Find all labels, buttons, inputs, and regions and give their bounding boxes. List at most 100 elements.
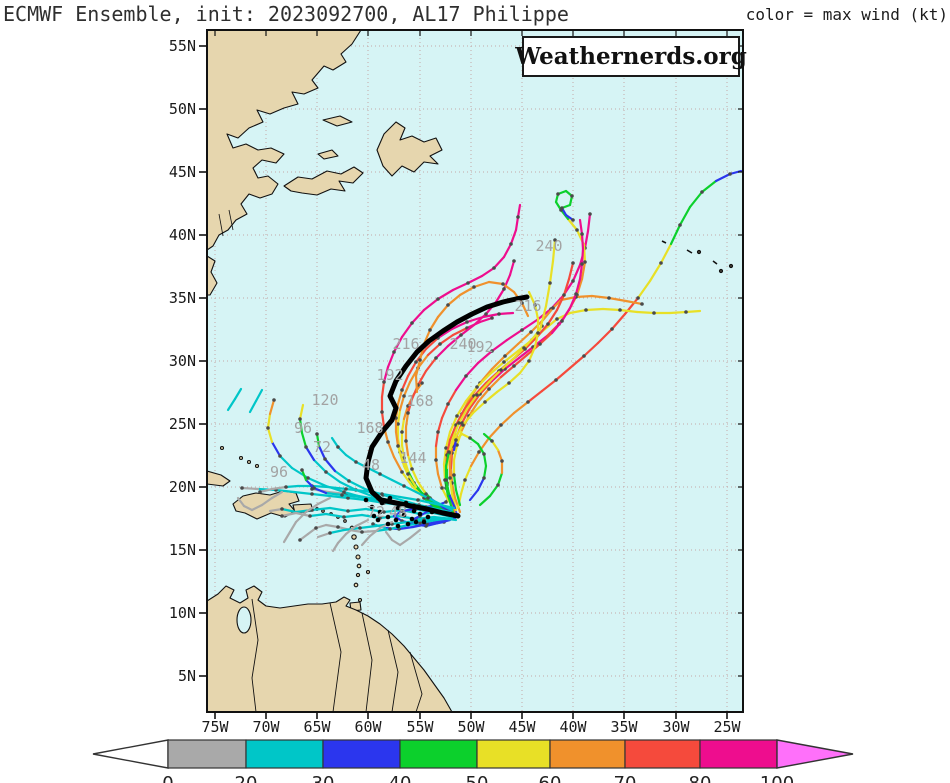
ensemble-track-segment <box>274 488 296 494</box>
track-point-dot <box>490 439 494 443</box>
ensemble-track-segment <box>399 498 421 507</box>
ensemble-track-segment <box>434 502 456 510</box>
ensemble-track-segment <box>236 496 246 508</box>
ensemble-track-segment <box>312 458 328 474</box>
track-point-dot <box>553 238 557 242</box>
ensemble-track-segment <box>509 228 518 246</box>
ensemble-track-segment <box>669 223 682 246</box>
ensemble-track-segment <box>380 410 386 429</box>
ensemble-track-segment <box>520 301 530 318</box>
ensemble-track-segment <box>278 454 294 470</box>
ensemble-track-segment <box>248 399 258 414</box>
track-point-dot <box>499 423 503 427</box>
ensemble-track-segment <box>390 538 402 547</box>
y-tick-label: 5N <box>178 667 196 685</box>
ensemble-track-segment <box>436 303 450 319</box>
ensemble-track-segment <box>392 455 404 474</box>
ensemble-track-segment <box>258 487 274 494</box>
ensemble-track-segment <box>535 322 550 339</box>
ensemble-track-segment <box>460 406 472 425</box>
ensemble-track-segment <box>268 507 284 513</box>
ensemble-track-segment <box>505 328 524 342</box>
track-point-dot <box>328 531 332 535</box>
y-tick-label: 15N <box>169 541 196 559</box>
cluster-dot <box>411 508 417 514</box>
ensemble-track-segment <box>447 492 457 510</box>
forecast-hour-label: 72 <box>367 503 385 521</box>
track-point-dot <box>461 423 465 427</box>
ensemble-track-segment <box>344 524 358 536</box>
ensemble-track-segment <box>366 466 382 476</box>
x-tick-label: 35W <box>610 718 638 736</box>
ensemble-track-segment <box>523 335 539 351</box>
ensemble-track-segment <box>560 306 572 323</box>
ensemble-track-segment <box>400 417 406 434</box>
ensemble-track-segment <box>310 484 330 489</box>
cluster-dot <box>401 512 407 518</box>
track-point-dot <box>360 530 364 534</box>
cluster-dot <box>369 504 375 510</box>
colorbar-label: 60 <box>539 773 562 783</box>
forecast-hour-label: 216 <box>392 335 419 353</box>
ensemble-track-segment <box>280 507 298 514</box>
ensemble-track-segment <box>503 342 520 358</box>
track-point-dot <box>380 492 384 496</box>
ensemble-track-segment <box>328 506 350 513</box>
state-border <box>218 213 224 237</box>
track-point-dot <box>424 492 428 496</box>
ensemble-track-segment <box>448 476 454 496</box>
track-point-dot <box>444 446 448 450</box>
track-point-dot <box>582 354 586 358</box>
ensemble-track-segment <box>636 279 652 300</box>
ensemble-track-segment <box>414 515 436 521</box>
ensemble-track-segment <box>454 488 462 507</box>
track-point-dot <box>323 457 327 461</box>
ensemble-track-segment <box>459 478 467 496</box>
ensemble-track-segment <box>457 407 469 425</box>
colorbar-label: 30 <box>312 773 335 783</box>
ensemble-track-segment <box>416 369 428 387</box>
ensemble-track-segment <box>490 439 500 452</box>
ensemble-track-segment <box>480 266 496 278</box>
lake-maracaibo <box>236 606 252 634</box>
track-point-dot <box>336 445 340 449</box>
track-point-dot <box>308 514 312 518</box>
ensemble-track-segment <box>488 483 500 498</box>
track-point-dot <box>501 282 505 286</box>
ensemble-track-segment <box>298 403 305 421</box>
track-point-dot <box>410 467 414 471</box>
ensemble-track-segment <box>312 486 328 495</box>
ensemble-track-segment <box>472 280 491 289</box>
track-point-dot <box>344 487 348 491</box>
track-point-dot <box>280 514 284 518</box>
colorbar-segment <box>624 739 701 769</box>
ensemble-track-segment <box>444 478 451 496</box>
watermark-box: Weathernerds.org <box>515 36 747 77</box>
forecast-hour-label: 168 <box>406 392 433 410</box>
ensemble-track-segment <box>354 518 370 528</box>
ensemble-track-segment <box>522 335 536 350</box>
ensemble-track-segment <box>442 446 448 466</box>
ensemble-track-segment <box>475 380 491 397</box>
track-point-dot <box>324 470 328 474</box>
track-point-dot <box>571 279 575 283</box>
ensemble-track-segment <box>310 506 332 512</box>
ensemble-track-segment <box>481 312 501 319</box>
track-point-dot <box>562 293 566 297</box>
track-point-dot <box>477 450 481 454</box>
ensemble-track-segment <box>400 374 410 392</box>
ensemble-track-segment <box>368 526 382 538</box>
track-point-dot <box>392 350 396 354</box>
ensemble-track-segment <box>342 513 364 519</box>
track-point-dot <box>482 452 486 456</box>
track-point-dot <box>346 496 350 500</box>
ensemble-track-segment <box>380 492 402 499</box>
y-tick-label: 30N <box>169 352 196 370</box>
track-point-dot <box>684 310 688 314</box>
ensemble-track-segment <box>398 495 420 502</box>
track-point-dot <box>472 285 476 289</box>
ensemble-track-segment <box>300 431 308 449</box>
ensemble-track-segment <box>488 360 506 376</box>
track-point-dot <box>454 438 458 442</box>
ensemble-track-segment <box>465 393 479 411</box>
